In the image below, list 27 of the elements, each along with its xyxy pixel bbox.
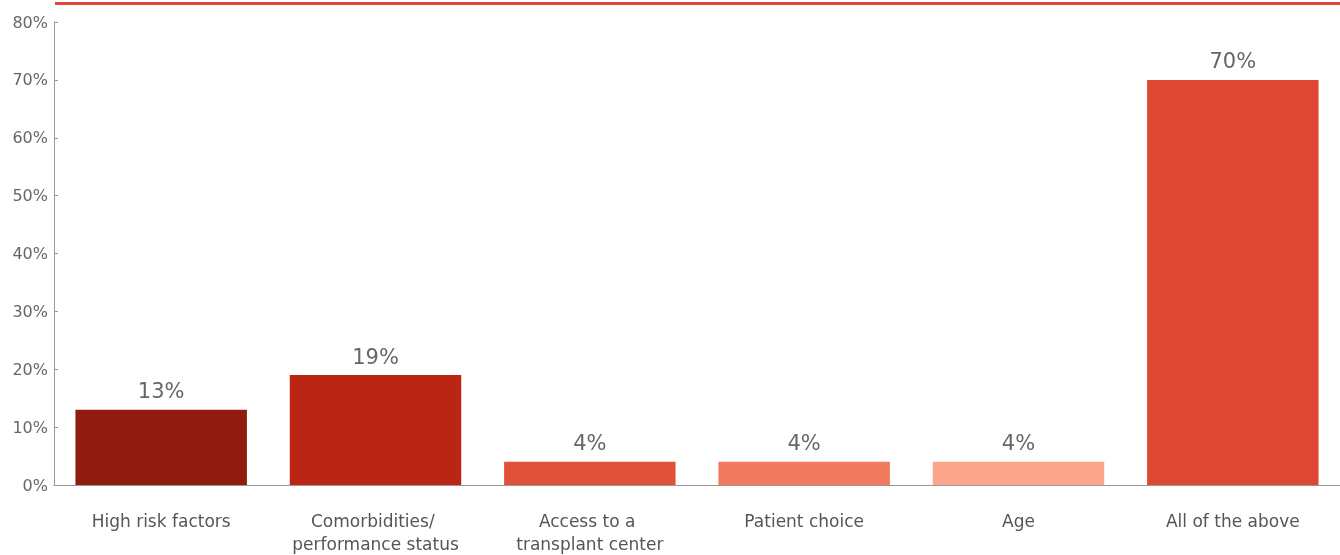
y-tick-label: 50%	[12, 186, 48, 206]
data-label: 4%	[787, 431, 821, 456]
y-tick-label: 40%	[12, 244, 48, 263]
y-tick-label: 80%	[12, 12, 48, 32]
y-tick-label: 60%	[12, 128, 48, 148]
bar	[718, 461, 890, 485]
data-label: 19%	[352, 344, 399, 369]
y-tick-label: 70%	[12, 70, 48, 90]
data-label: 4%	[1001, 431, 1036, 456]
data-label: 13%	[137, 379, 185, 404]
x-tick-label: All of the above	[1165, 510, 1300, 531]
bar	[289, 375, 462, 485]
bar	[75, 409, 247, 485]
bar	[1147, 79, 1319, 485]
data-label: 4%	[573, 431, 607, 456]
bar	[504, 461, 676, 485]
x-tick-label: High risk factors	[91, 510, 231, 531]
x-tick-label: Age	[1002, 510, 1035, 531]
data-label: 70%	[1209, 49, 1257, 74]
y-tick-label: 0%	[22, 475, 48, 495]
bar	[932, 461, 1105, 485]
y-tick-label: 10%	[12, 417, 48, 437]
x-tick-label: Comorbidities/ performance status	[292, 510, 459, 554]
y-tick-label: 20%	[12, 359, 48, 379]
y-tick-label: 30%	[12, 301, 48, 321]
x-tick-label: Patient choice	[744, 510, 864, 531]
x-tick-label: Access to a transplant center	[516, 510, 664, 554]
